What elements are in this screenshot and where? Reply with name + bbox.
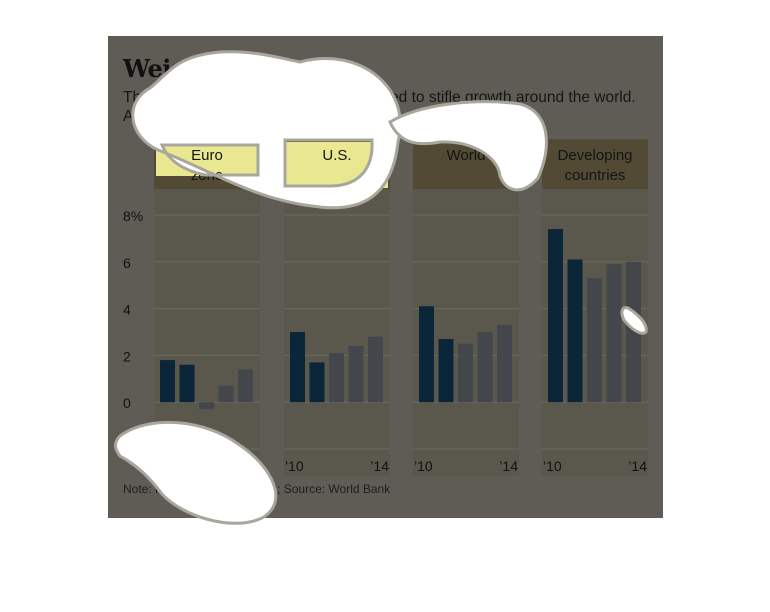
panel-title: countries xyxy=(565,167,626,184)
chart-card: 8% 6 4 2 0 −2 Euro zone ’10 ’14 U.S. ’10 ’14 World ’10… xyxy=(108,36,663,518)
y-tick-label: 8% xyxy=(123,208,143,224)
bar-world-2013 xyxy=(477,332,493,403)
bar-world-2011 xyxy=(438,339,454,403)
x-tick-label: ’14 xyxy=(628,458,647,474)
bar-developing-countries-2012 xyxy=(587,278,602,403)
y-tick-label: 2 xyxy=(123,348,131,364)
bar-world-2014 xyxy=(497,324,512,403)
chart-subtitle: The euro-zone financial crisis is expect… xyxy=(123,89,636,125)
bar-u-s--2010 xyxy=(290,332,305,403)
bar-euro-zone-2013 xyxy=(218,385,234,403)
x-tick-label: ’14 xyxy=(370,458,389,474)
x-tick-label: ’14 xyxy=(240,458,259,474)
panel-header xyxy=(542,139,648,189)
x-tick-label: ’10 xyxy=(543,458,562,474)
bar-developing-countries-2014 xyxy=(626,261,641,403)
bar-u-s--2014 xyxy=(368,336,383,403)
x-tick-label: ’14 xyxy=(499,458,518,474)
panel-title: Developing xyxy=(557,147,632,164)
bar-developing-countries-2010 xyxy=(548,229,563,403)
panel-title: U.S. xyxy=(322,147,351,164)
panel-title: World xyxy=(447,147,486,164)
bar-euro-zone-2012 xyxy=(199,402,214,410)
chart-title: Weighed Down xyxy=(123,54,316,83)
bar-u-s--2011 xyxy=(309,362,325,403)
y-tick-label: 6 xyxy=(123,255,131,271)
bar-euro-zone-2011 xyxy=(179,364,195,403)
x-tick-label: ’10 xyxy=(414,458,433,474)
bar-world-2010 xyxy=(419,306,434,403)
bar-developing-countries-2013 xyxy=(606,264,622,403)
x-tick-label: ’10 xyxy=(285,458,304,474)
bar-u-s--2012 xyxy=(329,353,344,403)
panel-title: zone xyxy=(191,167,224,184)
y-tick-label: 4 xyxy=(123,302,131,318)
x-tick-label: ’10 xyxy=(155,458,174,474)
bar-world-2012 xyxy=(458,343,473,403)
bar-u-s--2013 xyxy=(348,346,364,403)
bar-euro-zone-2010 xyxy=(160,360,175,403)
chart-note: Note: Forecasts start in 2012; Source: W… xyxy=(123,482,391,496)
y-tick-label: 0 xyxy=(123,395,131,411)
panel-title: Euro xyxy=(191,147,223,164)
bar-euro-zone-2014 xyxy=(238,369,253,403)
bar-developing-countries-2011 xyxy=(567,259,583,403)
y-tick-label: −2 xyxy=(123,442,139,458)
panel-bg xyxy=(154,189,260,476)
